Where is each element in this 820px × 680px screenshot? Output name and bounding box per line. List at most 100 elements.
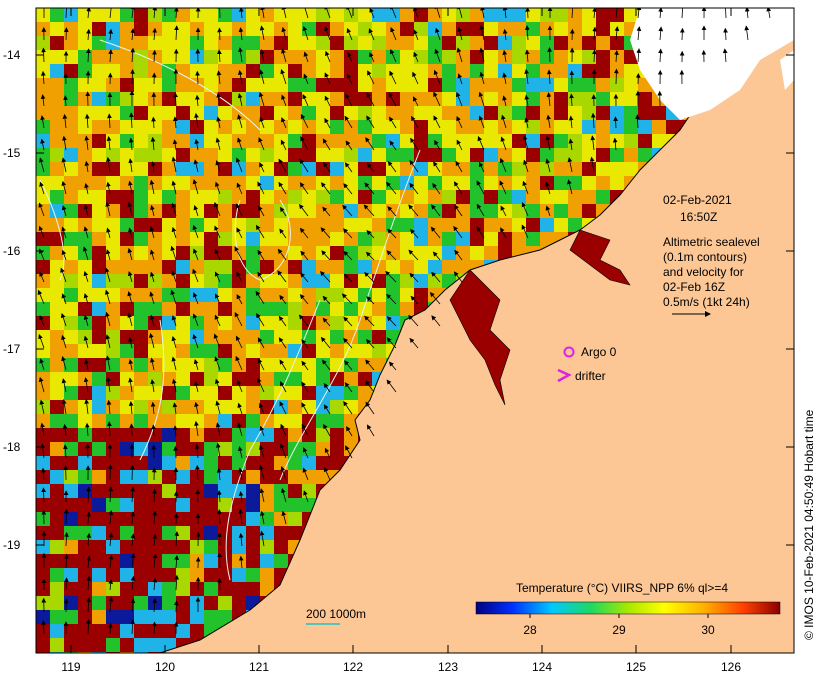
sst-pixel: [148, 274, 162, 288]
sst-pixel: [232, 512, 246, 526]
sst-pixel: [176, 36, 190, 50]
sst-pixel: [232, 190, 246, 204]
velocity-arrow: [302, 25, 309, 41]
velocity-arrow: [259, 162, 265, 173]
sst-pixel: [554, 120, 568, 134]
sst-pixel: [288, 36, 302, 50]
sst-pixel: [260, 540, 274, 554]
colorbar-tick-label: 30: [701, 623, 715, 637]
sst-pixel: [204, 190, 218, 204]
velocity-arrow: [83, 204, 89, 217]
sst-pixel: [666, 120, 680, 134]
sst-pixel: [498, 120, 512, 134]
velocity-arrow: [324, 95, 331, 107]
sst-pixel: [134, 190, 148, 204]
sst-pixel: [120, 190, 134, 204]
sst-pixel: [190, 302, 204, 316]
sst-pixel: [190, 36, 204, 50]
sst-pixel: [218, 120, 232, 134]
sst-pixel: [204, 386, 218, 400]
sst-pixel: [260, 8, 274, 22]
sst-pixel: [176, 512, 190, 526]
velocity-arrow: [431, 271, 441, 283]
sst-pixel: [610, 120, 624, 134]
sst-pixel: [190, 582, 204, 596]
sst-pixel: [120, 120, 134, 134]
velocity-arrow: [408, 249, 419, 261]
velocity-arrow: [345, 93, 353, 107]
velocity-arrow: [38, 225, 45, 239]
sst-pixel: [162, 582, 176, 596]
sst-pixel: [148, 134, 162, 148]
sst-pixel: [246, 498, 260, 512]
sst-pixel: [358, 372, 372, 386]
sst-pixel: [428, 246, 442, 260]
sst-pixel: [162, 624, 176, 638]
sst-pixel: [442, 162, 456, 176]
velocity-arrow: [259, 488, 265, 503]
velocity-arrow: [86, 575, 92, 591]
velocity-arrow: [173, 445, 179, 459]
sst-pixel: [120, 218, 134, 232]
velocity-arrow: [214, 271, 221, 283]
sst-pixel: [148, 288, 162, 302]
sst-pixel: [246, 414, 260, 428]
velocity-arrow: [171, 356, 177, 371]
sst-pixel: [232, 582, 246, 596]
sst-pixel: [64, 162, 78, 176]
sst-pixel: [92, 36, 106, 50]
velocity-arrow: [106, 227, 111, 239]
velocity-arrow: [214, 181, 221, 195]
sst-pixel: [218, 442, 232, 456]
sst-pixel: [372, 246, 386, 260]
sst-pixel: [386, 218, 400, 232]
velocity-arrow: [235, 157, 243, 173]
sst-pixel: [148, 498, 162, 512]
sst-pixel: [428, 274, 442, 288]
sst-pixel: [148, 120, 162, 134]
sst-pixel: [190, 64, 204, 78]
sst-pixel: [624, 148, 638, 162]
velocity-arrow: [105, 376, 111, 393]
sst-pixel: [246, 190, 260, 204]
sst-pixel: [190, 484, 204, 498]
sst-pixel: [484, 134, 498, 148]
sst-pixel: [162, 456, 176, 470]
sst-pixel: [162, 302, 176, 316]
sst-pixel: [540, 22, 554, 36]
sst-pixel: [330, 344, 344, 358]
velocity-arrow: [478, 91, 485, 107]
velocity-arrow: [301, 339, 309, 349]
sst-pixel: [246, 540, 260, 554]
sst-pixel: [274, 428, 288, 442]
sst-pixel: [204, 652, 218, 653]
sst-pixel: [330, 162, 344, 176]
sst-pixel: [330, 260, 344, 274]
sst-pixel: [414, 92, 428, 106]
sst-pixel: [106, 260, 120, 274]
sst-pixel: [148, 442, 162, 456]
sst-pixel: [400, 22, 414, 36]
velocity-arrow: [83, 314, 89, 327]
sst-pixel: [148, 204, 162, 218]
sst-pixel: [134, 148, 148, 162]
velocity-arrow: [152, 510, 158, 525]
sst-pixel: [260, 260, 274, 274]
velocity-arrow: [63, 508, 69, 525]
velocity-arrow: [127, 201, 133, 217]
sealevel-contour: [99, 39, 261, 131]
sst-pixel: [484, 232, 498, 246]
sst-pixel: [162, 288, 176, 302]
sst-pixel: [512, 22, 526, 36]
sst-pixel: [554, 22, 568, 36]
sst-pixel: [78, 414, 92, 428]
velocity-arrow: [62, 135, 67, 151]
velocity-arrow: [39, 399, 45, 415]
sst-pixel: [204, 8, 218, 22]
velocity-arrow: [86, 486, 91, 503]
velocity-arrow: [172, 116, 178, 129]
sst-pixel: [218, 218, 232, 232]
sst-pixel: [400, 50, 414, 64]
sst-pixel: [106, 484, 120, 498]
velocity-arrow: [127, 247, 133, 261]
